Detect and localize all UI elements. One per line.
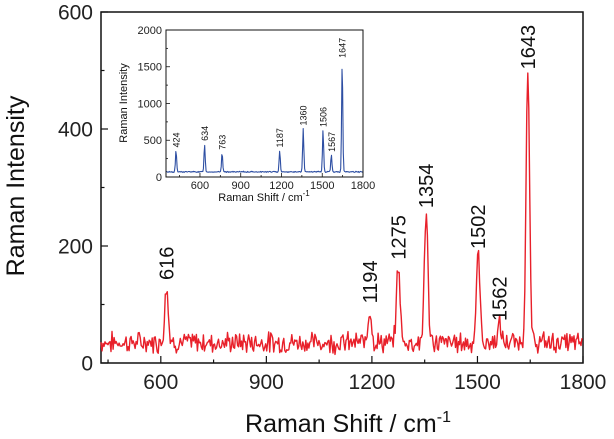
inset-ytick-label: 1500: [138, 62, 162, 74]
inset-peak-label: 424: [172, 132, 182, 147]
main-peak-label: 1275: [388, 215, 410, 260]
inset-ytick-label: 0: [156, 172, 162, 184]
main-peak-labels: 616 1194 1275 1354 1502 1562 1643: [156, 25, 539, 321]
inset-background: [166, 30, 363, 177]
main-spectrum: [100, 72, 583, 356]
main-spectrum-line: [100, 72, 583, 356]
inset-peak-label: 1567: [327, 132, 337, 152]
inset-ytick-label: 2000: [138, 25, 162, 37]
inset-plot: 600 900 1200 1500 1800 0 500 1000 1500 2000 424 63…: [118, 25, 375, 204]
inset-peak-label: 1647: [338, 38, 348, 58]
inset-spectrum: [165, 68, 364, 174]
main-xlabel-text: Raman Shift / cm: [245, 410, 437, 438]
inset-peak-label: 1506: [319, 107, 329, 127]
main-peak-label: 1643: [518, 25, 540, 70]
inset-xtick-label: 1500: [310, 180, 334, 192]
inset-xtick-label: 900: [232, 180, 250, 192]
inset-xlabel-sup: -1: [303, 189, 311, 198]
main-ytick-label: 0: [81, 353, 93, 376]
main-peak-label: 1354: [416, 164, 438, 209]
main-ylabel: Raman Intensity: [2, 95, 30, 276]
main-xlabel-sup: -1: [437, 409, 451, 426]
inset-xtick-label: 1200: [269, 180, 293, 192]
inset-xlabel-text: Raman Shift / cm: [218, 192, 302, 204]
inset-peak-label: 1360: [299, 105, 309, 125]
main-xtick-label: 600: [143, 371, 178, 394]
inset-peak-label: 763: [218, 135, 228, 150]
inset-spectrum-line: [165, 68, 364, 174]
main-ytick-label: 200: [58, 236, 93, 259]
inset-xlabel: Raman Shift / cm-1: [218, 189, 310, 204]
main-xtick-label: 1500: [454, 371, 501, 394]
main-xtick-label: 900: [249, 371, 284, 394]
inset-ticks: 600 900 1200 1500 1800 0 500 1000 1500 2000: [138, 25, 376, 192]
main-xtick-label: 1800: [560, 371, 607, 394]
inset-peak-label: 634: [200, 126, 210, 141]
inset-ylabel: Raman Intensity: [118, 63, 130, 143]
inset-xtick-label: 1800: [351, 180, 375, 192]
inset-peak-labels: 424 634 763 1187 1360 1506 1567 1647: [172, 38, 348, 152]
inset-ytick-label: 1000: [138, 98, 162, 110]
main-peak-label: 616: [156, 247, 178, 280]
main-ticks: 600 900 1200 1500 1800 0 200 400 600: [58, 2, 606, 394]
main-xlabel: Raman Shift / cm-1: [245, 409, 451, 438]
inset-peak-label: 1187: [275, 128, 285, 147]
main-ytick-label: 600: [58, 2, 93, 25]
main-peak-label: 1562: [489, 277, 511, 322]
inset-xtick-label: 600: [191, 180, 209, 192]
main-peak-label: 1502: [468, 205, 490, 250]
main-ytick-label: 400: [58, 119, 93, 142]
main-peak-label: 1194: [360, 260, 382, 303]
main-xtick-label: 1200: [349, 371, 396, 394]
inset-ytick-label: 500: [144, 135, 162, 147]
inset-plot-frame: [165, 29, 364, 178]
main-plot: 600 900 1200 1500 1800 0 200 400 600 616 1194 1275…: [2, 2, 606, 438]
